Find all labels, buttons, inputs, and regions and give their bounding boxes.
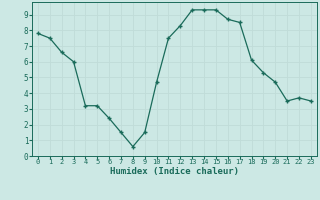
X-axis label: Humidex (Indice chaleur): Humidex (Indice chaleur) [110,167,239,176]
